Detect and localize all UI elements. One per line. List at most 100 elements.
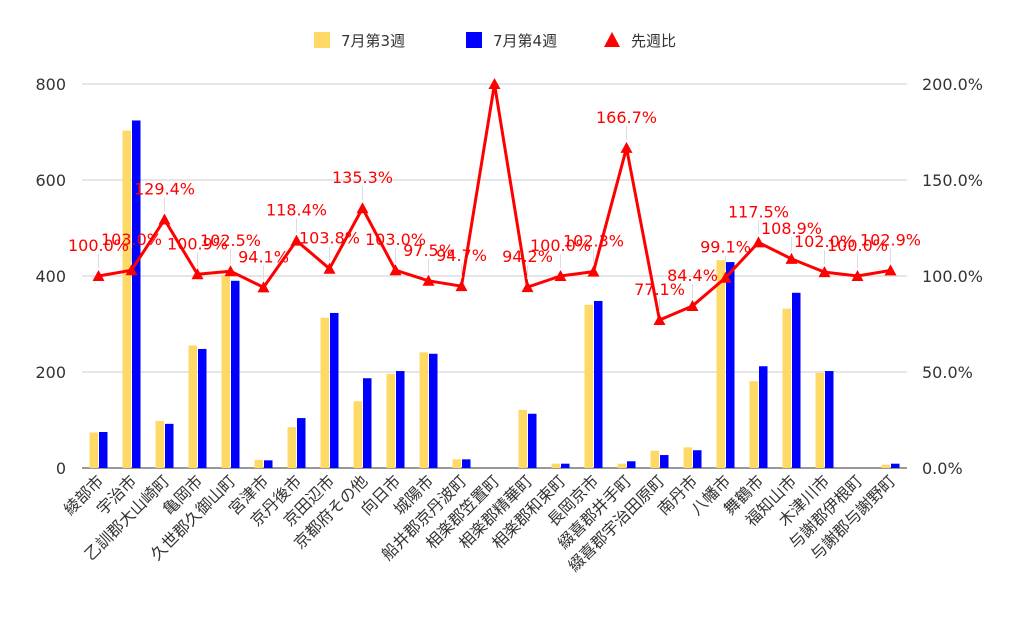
- ratio-marker: [719, 271, 732, 283]
- ratio-marker: [455, 280, 468, 292]
- bar: [363, 378, 372, 468]
- bar: [518, 409, 527, 468]
- left-tick-label: 400: [35, 267, 66, 286]
- legend-marker-triangle: [604, 32, 620, 47]
- bar: [617, 463, 626, 468]
- ratio-data-label: 129.4%: [134, 180, 195, 199]
- bar: [264, 460, 273, 468]
- ratio-marker: [884, 264, 897, 276]
- ratio-marker: [521, 281, 534, 293]
- bar: [419, 352, 428, 468]
- ratio-marker: [158, 213, 171, 225]
- ratio-data-label: 94.2%: [502, 247, 553, 266]
- bar: [726, 262, 735, 468]
- bar: [132, 120, 141, 468]
- bar: [89, 432, 98, 468]
- right-tick-label: 100.0%: [922, 267, 983, 286]
- bar: [749, 381, 758, 468]
- ratio-data-label: 102.5%: [200, 231, 261, 250]
- bar: [693, 450, 702, 468]
- ratio-marker: [290, 234, 303, 246]
- bar: [297, 418, 306, 468]
- bar-series: [89, 120, 900, 468]
- bar: [99, 432, 108, 468]
- left-tick-label: 800: [35, 75, 66, 94]
- ratio-data-label: 102.9%: [860, 230, 921, 249]
- right-tick-label: 150.0%: [922, 171, 983, 190]
- bar: [198, 348, 207, 468]
- bar: [396, 371, 405, 468]
- bar: [188, 345, 197, 468]
- ratio-line-series: 100.0%103.0%129.4%100.9%102.5%94.1%118.4…: [68, 78, 921, 325]
- ratio-data-label: 103.0%: [101, 230, 162, 249]
- ratio-data-label: 103.8%: [299, 229, 360, 248]
- category-labels: 綾部市宇治市乙訓郡大山崎町亀岡市久世郡久御山町宮津市京丹後市京田辺市京都府その他…: [60, 471, 899, 575]
- ratio-data-label: 84.4%: [667, 266, 718, 285]
- bar: [551, 463, 560, 468]
- ratio-marker: [686, 299, 699, 311]
- ratio-marker: [620, 141, 633, 153]
- bar: [650, 450, 659, 468]
- bar: [815, 372, 824, 468]
- bar: [254, 459, 263, 468]
- ratio-data-label: 100.9%: [167, 234, 228, 253]
- ratio-marker: [191, 268, 204, 280]
- ratio-data-label: 108.9%: [761, 219, 822, 238]
- ratio-data-label: 135.3%: [332, 168, 393, 187]
- bar: [716, 260, 725, 468]
- ratio-marker: [818, 266, 831, 278]
- ratio-marker: [356, 202, 369, 214]
- bar: [221, 275, 230, 468]
- bar: [231, 280, 240, 468]
- bar: [594, 300, 603, 468]
- bar: [759, 366, 768, 468]
- ratio-data-label: 166.7%: [596, 108, 657, 127]
- bar: [330, 312, 339, 468]
- ratio-marker: [851, 270, 864, 281]
- ratio-marker: [752, 236, 765, 248]
- bar: [561, 463, 570, 468]
- bar: [155, 420, 164, 468]
- left-axis-ticks: 0 200 400 600 800: [35, 75, 66, 478]
- ratio-data-label: 100.0%: [68, 236, 129, 255]
- legend-label: 7月第3週: [341, 32, 405, 50]
- left-tick-label: 0: [56, 459, 66, 478]
- bar: [660, 455, 669, 468]
- ratio-marker: [92, 270, 105, 281]
- bar: [528, 413, 537, 468]
- bar: [891, 463, 900, 468]
- ratio-marker: [323, 262, 336, 274]
- ratio-data-label: 102.0%: [794, 232, 855, 251]
- ratio-marker: [422, 274, 435, 286]
- ratio-data-label: 94.1%: [238, 247, 289, 266]
- ratio-data-label: 102.3%: [563, 232, 624, 251]
- ratio-marker: [488, 78, 501, 89]
- left-tick-label: 200: [35, 363, 66, 382]
- ratio-marker: [554, 270, 567, 281]
- bar: [320, 317, 329, 468]
- bar: [429, 353, 438, 468]
- legend-label: 7月第4週: [493, 32, 557, 50]
- bar: [287, 427, 296, 468]
- ratio-data-label: 118.4%: [266, 201, 327, 220]
- ratio-data-label: 77.1%: [634, 280, 685, 299]
- bar: [627, 461, 636, 468]
- legend: 7月第3週 7月第4週 先週比: [314, 32, 676, 50]
- ratio-data-label: 103.0%: [365, 230, 426, 249]
- ratio-marker: [125, 264, 138, 276]
- right-tick-label: 50.0%: [922, 363, 973, 382]
- bar: [165, 423, 174, 468]
- bar: [881, 464, 890, 468]
- bar: [462, 459, 471, 468]
- ratio-marker: [653, 313, 666, 325]
- ratio-data-label: 97.5%: [403, 241, 454, 260]
- ratio-data-label: 99.1%: [700, 238, 751, 257]
- ratio-marker: [785, 252, 798, 264]
- right-tick-label: 0.0%: [922, 459, 963, 478]
- bar: [353, 401, 362, 468]
- bar: [452, 459, 461, 468]
- ratio-marker: [587, 265, 600, 277]
- bar: [386, 373, 395, 468]
- bar: [782, 308, 791, 468]
